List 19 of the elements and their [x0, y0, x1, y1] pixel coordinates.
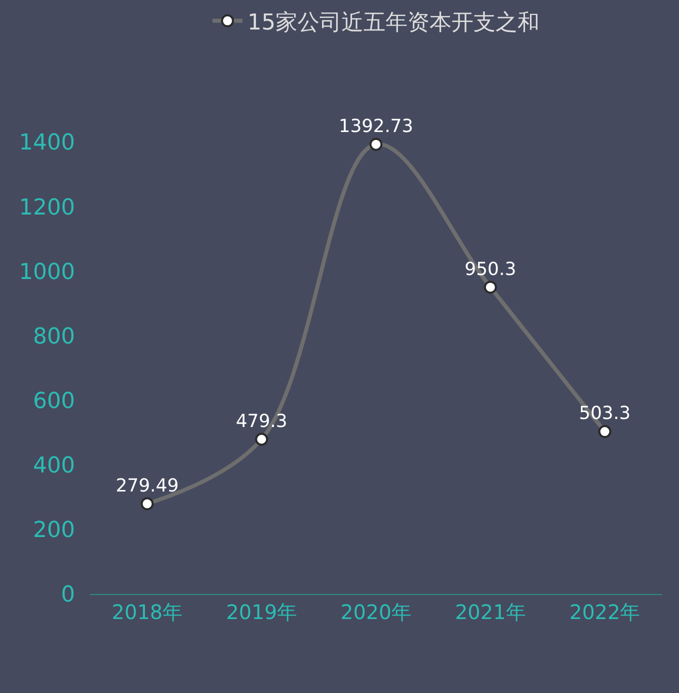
y-tick-label: 200	[33, 518, 75, 544]
y-tick-label: 0	[61, 582, 75, 608]
y-tick-label: 600	[33, 388, 75, 414]
data-label: 1392.73	[338, 116, 414, 137]
legend-label: 15家公司近五年资本开支之和	[248, 10, 540, 36]
x-tick-label: 2020年	[340, 600, 412, 624]
data-label: 503.3	[579, 403, 631, 424]
y-tick-label: 1400	[19, 130, 75, 156]
x-tick-label: 2018年	[112, 600, 183, 624]
x-tick-label: 2022年	[569, 600, 640, 624]
y-tick-label: 1200	[19, 195, 75, 220]
x-tick-label: 2021年	[454, 600, 526, 624]
data-label: 479.3	[236, 410, 288, 432]
y-tick-label: 800	[33, 324, 75, 350]
data-label: 279.49	[116, 475, 179, 496]
y-tick-label: 1000	[19, 260, 75, 285]
x-tick-label: 2019年	[226, 600, 298, 624]
y-tick-label: 400	[33, 454, 75, 479]
data-label: 950.3	[464, 258, 516, 280]
